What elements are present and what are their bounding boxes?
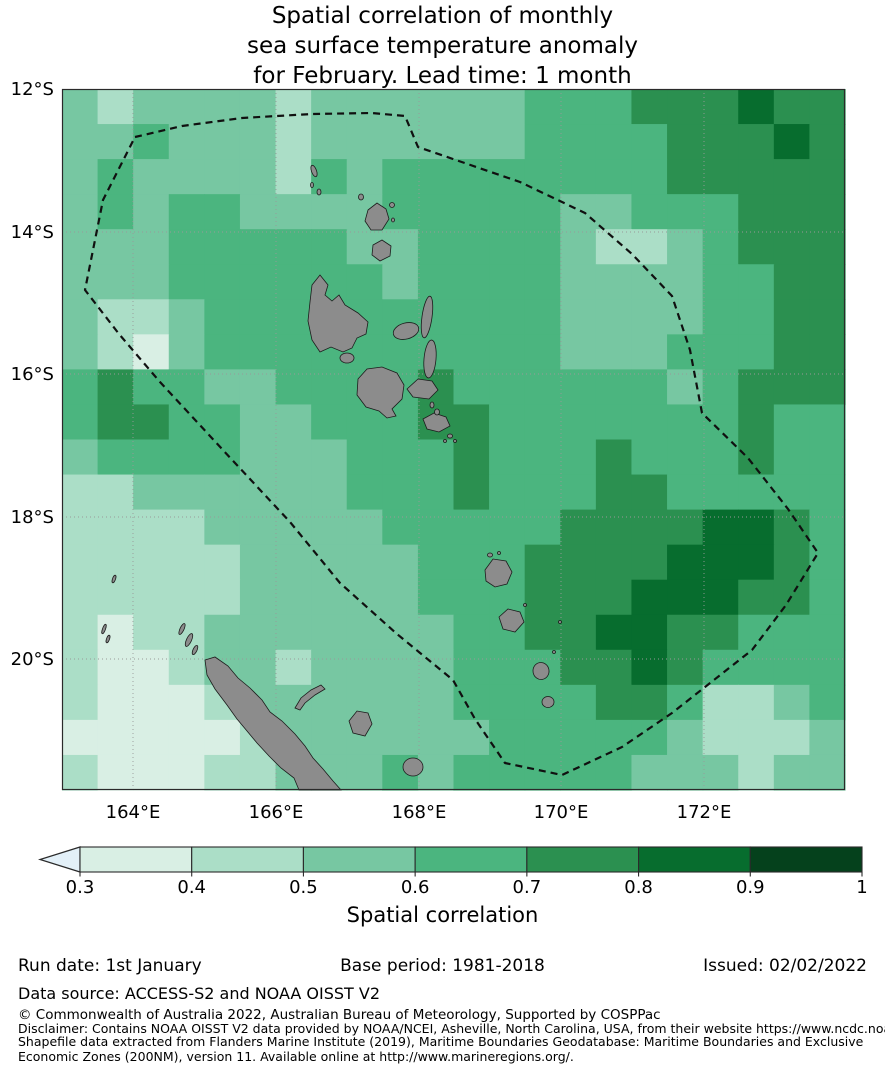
colorbar-segment	[302, 846, 416, 873]
colorbar-tick-label: 0.4	[177, 877, 207, 898]
colorbar-under-arrow	[37, 846, 81, 873]
colorbar-label: Spatial correlation	[346, 903, 539, 927]
colorbar-tick-label: 0.5	[289, 877, 318, 898]
island-reef-islet-2	[105, 634, 111, 644]
island-tongoa	[447, 433, 453, 439]
island-ambae	[392, 322, 420, 340]
colorbar-segment	[191, 846, 304, 873]
island-emae	[443, 439, 447, 443]
shapefile-credit-text: Shapefile data extracted from Flanders M…	[18, 1034, 864, 1049]
island-epi	[422, 412, 451, 433]
lon-tick-label: 166°E	[249, 802, 304, 823]
island-reef-islet-3	[111, 574, 117, 584]
island-belep-2	[184, 633, 194, 647]
lat-tick-label: 14°S	[11, 222, 54, 243]
island-new-caledonia	[204, 656, 342, 791]
correlation-grid-cells	[62, 89, 846, 791]
island-lopevi	[434, 408, 440, 416]
island-aneityum	[541, 696, 555, 708]
copyright-text: © Commonwealth of Australia 2022, Austra…	[18, 1007, 661, 1023]
island-torres-3	[316, 188, 322, 196]
island-banks-islet-2	[389, 202, 395, 208]
lat-tick-label: 12°S	[11, 79, 54, 100]
map-frame	[61, 88, 846, 791]
island-mare	[402, 757, 424, 777]
island-malo	[339, 352, 355, 364]
island-pentecost	[423, 339, 437, 379]
island-ambrym	[406, 378, 439, 400]
lat-tick-label: 20°S	[11, 649, 54, 670]
island-belep-3	[191, 644, 199, 656]
island-islet-near-erromango	[523, 603, 527, 607]
lon-tick-label: 172°E	[677, 802, 732, 823]
colorbar-segment	[414, 846, 528, 873]
island-vanua-lava	[364, 202, 390, 231]
lon-tick-label: 170°E	[534, 802, 589, 823]
colorbar-segment	[749, 846, 863, 873]
map-canvas: 12°S 14°S 16°S 18°S 20°S 164°E 166°E 168°E 170°E…	[11, 79, 846, 823]
island-ouvea	[294, 684, 326, 711]
island-erromango	[498, 608, 525, 633]
colorbar-tick-label: 0.3	[65, 877, 95, 898]
island-tanna	[532, 662, 550, 680]
figure-title: Spatial correlation of monthly sea surfa…	[247, 3, 638, 89]
graticule-lines	[62, 89, 845, 790]
lat-tick-label: 16°S	[11, 364, 54, 385]
disclaimer-text: Disclaimer: Contains NOAA OISST V2 data …	[18, 1021, 885, 1036]
colorbar-tick-label: 1	[856, 877, 868, 898]
colorbar-segment	[526, 846, 640, 873]
eez-credit-text: Economic Zones (200NM), version 11. Avai…	[18, 1049, 574, 1064]
island-belep-1	[178, 623, 186, 635]
lat-tick-label: 18°S	[11, 507, 54, 528]
lon-tick-label: 164°E	[106, 802, 161, 823]
colorbar	[37, 846, 863, 877]
colorbar-segment	[79, 846, 193, 873]
island-efate	[484, 558, 513, 588]
colorbar-tick-label: 0.9	[735, 877, 765, 898]
island-reef-islet-1	[101, 623, 107, 635]
island-emao	[497, 551, 501, 555]
data-source-text: Data source: ACCESS-S2 and NOAA OISST V2	[18, 984, 381, 1003]
island-tongariki	[453, 439, 457, 443]
island-aniwa	[552, 650, 556, 654]
colorbar-tick-label: 0.6	[400, 877, 430, 898]
map-root	[61, 88, 846, 791]
island-nguna	[487, 552, 493, 558]
eez-boundary-dashed	[83, 111, 820, 777]
run-date-text: Run date: 1st January	[18, 956, 202, 976]
issued-date-text: Issued: 02/02/2022	[703, 956, 867, 976]
island-maewo	[420, 295, 434, 339]
colorbar-segment	[638, 846, 751, 873]
colorbar-ticks: 0.3 0.4 0.5 0.6 0.7 0.8 0.9 1	[0, 877, 885, 901]
base-period-text: Base period: 1981-2018	[340, 956, 545, 976]
island-futuna	[558, 620, 562, 624]
colorbar-tick-label: 0.8	[624, 877, 653, 898]
island-lifou	[348, 710, 373, 737]
island-banks-islet-3	[391, 217, 395, 223]
island-paama	[429, 401, 435, 409]
island-gaua	[371, 239, 392, 262]
axis-labels: 12°S 14°S 16°S 18°S 20°S 164°E 166°E 168°E 170°E…	[11, 79, 732, 823]
lon-tick-label: 168°E	[392, 802, 447, 823]
island-torres-2	[310, 182, 314, 188]
colorbar-tick-label: 0.7	[512, 877, 542, 898]
island-malakula	[356, 366, 405, 419]
island-banks-islet-1	[358, 193, 364, 201]
island-torres-1	[310, 164, 318, 178]
islands-layer	[101, 164, 562, 791]
metadata-row: Run date: 1st January Base period: 1981-…	[0, 956, 885, 978]
island-espiritu-santo	[307, 274, 369, 353]
